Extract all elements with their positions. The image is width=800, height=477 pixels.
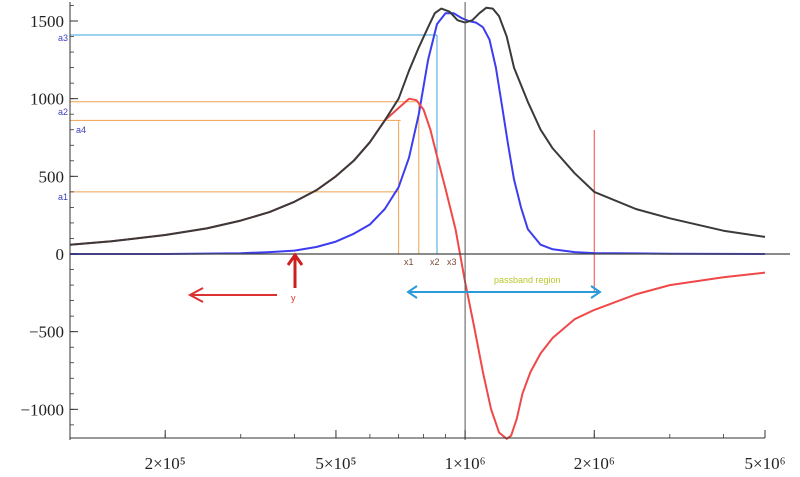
y-tick-label: 1000 <box>30 90 64 109</box>
annotation-x2: x2 <box>430 257 440 267</box>
y-tick-label: −1000 <box>20 400 64 419</box>
annotation-a1: a1 <box>58 192 68 202</box>
x-tick-label: 1×10⁶ <box>445 454 486 473</box>
annotations: a3 a2 a4 a1 x1 x2 x3 y passband region <box>58 33 602 303</box>
series-line-red <box>69 97 766 440</box>
x-tick-label: 2×10⁵ <box>145 454 186 473</box>
annotation-a2: a2 <box>58 107 68 117</box>
annotation-a4: a4 <box>76 125 86 135</box>
annotation-x3: x3 <box>447 257 457 267</box>
annotation-a3: a3 <box>58 33 68 43</box>
ticks: 1500 1000 500 0 −500 −1000 2×10⁵ 5×10⁵ 1×10⁶ 2×10… <box>20 5 786 473</box>
annotation-y: y <box>291 293 296 303</box>
annotation-x1: x1 <box>404 257 414 267</box>
y-tick-label: 1500 <box>30 12 64 31</box>
up-arrow-icon <box>286 252 304 288</box>
double-arrow-icon <box>406 285 602 299</box>
x-tick-label: 2×10⁶ <box>574 454 615 473</box>
series-group <box>69 6 766 440</box>
axes <box>69 2 790 440</box>
series-line-black <box>69 6 766 246</box>
reference-lines <box>70 34 595 292</box>
y-tick-label: 500 <box>39 167 65 186</box>
x-tick-label: 5×10⁶ <box>744 454 785 473</box>
annotation-passband: passband region <box>494 275 561 285</box>
x-tick-label: 5×10⁵ <box>315 454 356 473</box>
y-tick-label: 0 <box>56 245 65 264</box>
left-arrow-icon <box>187 287 277 303</box>
y-tick-label: −500 <box>29 323 64 342</box>
series-line-blue <box>70 12 766 255</box>
